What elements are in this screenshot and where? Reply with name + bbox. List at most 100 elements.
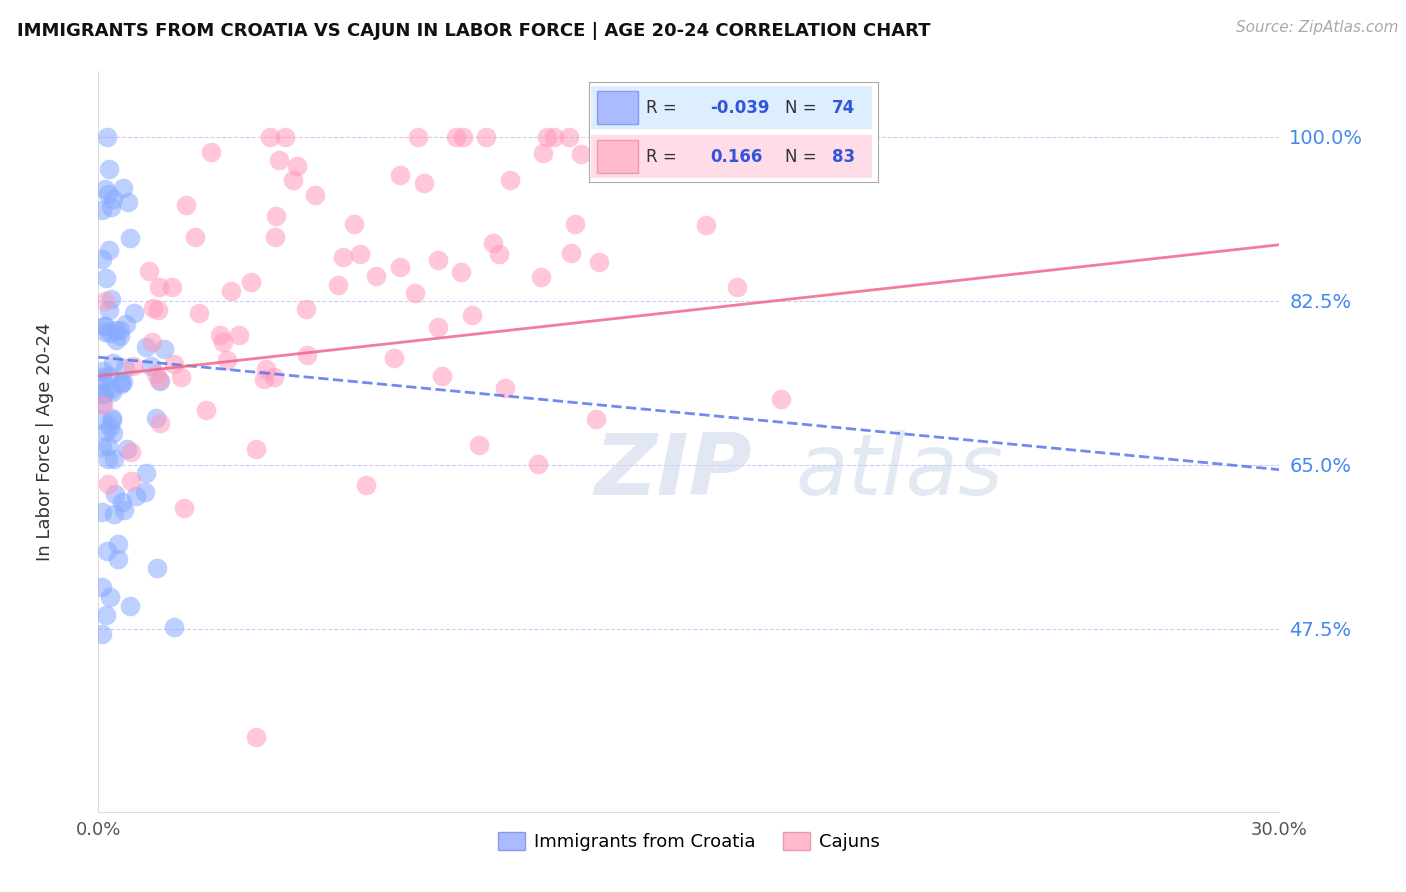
Point [98, 326, 121, 340]
Point [162, 279, 184, 293]
Point [91, 370, 114, 384]
Point [169, 370, 191, 384]
Point [96, 544, 118, 558]
Point [91, 580, 114, 594]
Point [162, 619, 184, 633]
Point [124, 489, 146, 503]
Point [148, 373, 170, 387]
Text: IMMIGRANTS FROM CROATIA VS CAJUN IN LABOR FORCE | AGE 20-24 CORRELATION CHART: IMMIGRANTS FROM CROATIA VS CAJUN IN LABO… [17, 22, 931, 40]
Point [94, 319, 117, 334]
Point [93, 319, 115, 334]
Point [219, 285, 242, 299]
Point [146, 561, 169, 575]
Point [343, 217, 366, 231]
Point [91, 363, 114, 377]
Point [114, 360, 136, 375]
Point [112, 376, 135, 390]
Point [148, 280, 170, 294]
Point [111, 180, 134, 194]
Point [98, 591, 121, 605]
Point [450, 264, 472, 278]
Point [388, 168, 411, 182]
Point [488, 247, 510, 261]
Point [104, 487, 127, 501]
Point [451, 130, 474, 145]
Point [141, 334, 163, 349]
Point [98, 244, 121, 258]
Point [176, 198, 198, 212]
Point [91, 385, 114, 400]
Point [725, 280, 748, 294]
Point [107, 536, 129, 550]
Point [430, 369, 453, 384]
Point [444, 130, 467, 145]
Point [97, 186, 120, 201]
Point [585, 412, 607, 426]
Point [326, 278, 349, 293]
Point [105, 333, 128, 347]
Point [304, 187, 326, 202]
Point [295, 302, 318, 317]
Point [91, 373, 114, 387]
Point [254, 361, 277, 376]
Point [103, 451, 125, 466]
Point [332, 250, 354, 264]
Point [195, 403, 218, 417]
Point [543, 130, 565, 145]
Point [94, 271, 117, 285]
Point [138, 264, 160, 278]
Legend: Immigrants from Croatia, Cajuns: Immigrants from Croatia, Cajuns [491, 824, 887, 858]
Point [94, 325, 117, 339]
Point [259, 130, 281, 145]
Point [91, 203, 114, 218]
Point [93, 182, 115, 196]
Point [100, 382, 122, 396]
Point [366, 268, 388, 283]
Point [101, 411, 124, 425]
Point [295, 348, 318, 362]
Point [122, 359, 145, 373]
Point [105, 323, 128, 337]
Point [173, 501, 195, 516]
Point [200, 145, 222, 160]
Point [139, 359, 162, 373]
Point [91, 398, 114, 412]
Point [93, 387, 115, 401]
Point [163, 357, 186, 371]
Point [499, 173, 522, 187]
Point [103, 507, 125, 521]
Point [149, 416, 172, 430]
Point [96, 607, 118, 622]
Point [564, 218, 586, 232]
Point [264, 210, 287, 224]
Point [153, 342, 176, 356]
Point [274, 130, 297, 145]
Point [188, 306, 211, 320]
Point [239, 276, 262, 290]
Point [208, 328, 231, 343]
Text: In Labor Force | Age 20-24: In Labor Force | Age 20-24 [37, 322, 55, 561]
Point [91, 505, 114, 519]
Point [560, 246, 582, 260]
Point [588, 255, 610, 269]
Point [107, 551, 129, 566]
Point [134, 484, 156, 499]
Point [426, 320, 449, 334]
Point [98, 368, 121, 383]
Point [412, 176, 434, 190]
Point [215, 353, 238, 368]
Point [285, 159, 308, 173]
Point [530, 270, 553, 285]
Point [108, 322, 131, 336]
Point [101, 413, 124, 427]
Point [101, 425, 124, 440]
Point [263, 370, 285, 384]
Point [101, 192, 124, 206]
Point [91, 396, 114, 410]
Point [349, 246, 371, 260]
Point [558, 130, 581, 145]
Point [467, 438, 489, 452]
Point [264, 230, 287, 244]
Point [120, 474, 142, 488]
Point [461, 308, 484, 322]
